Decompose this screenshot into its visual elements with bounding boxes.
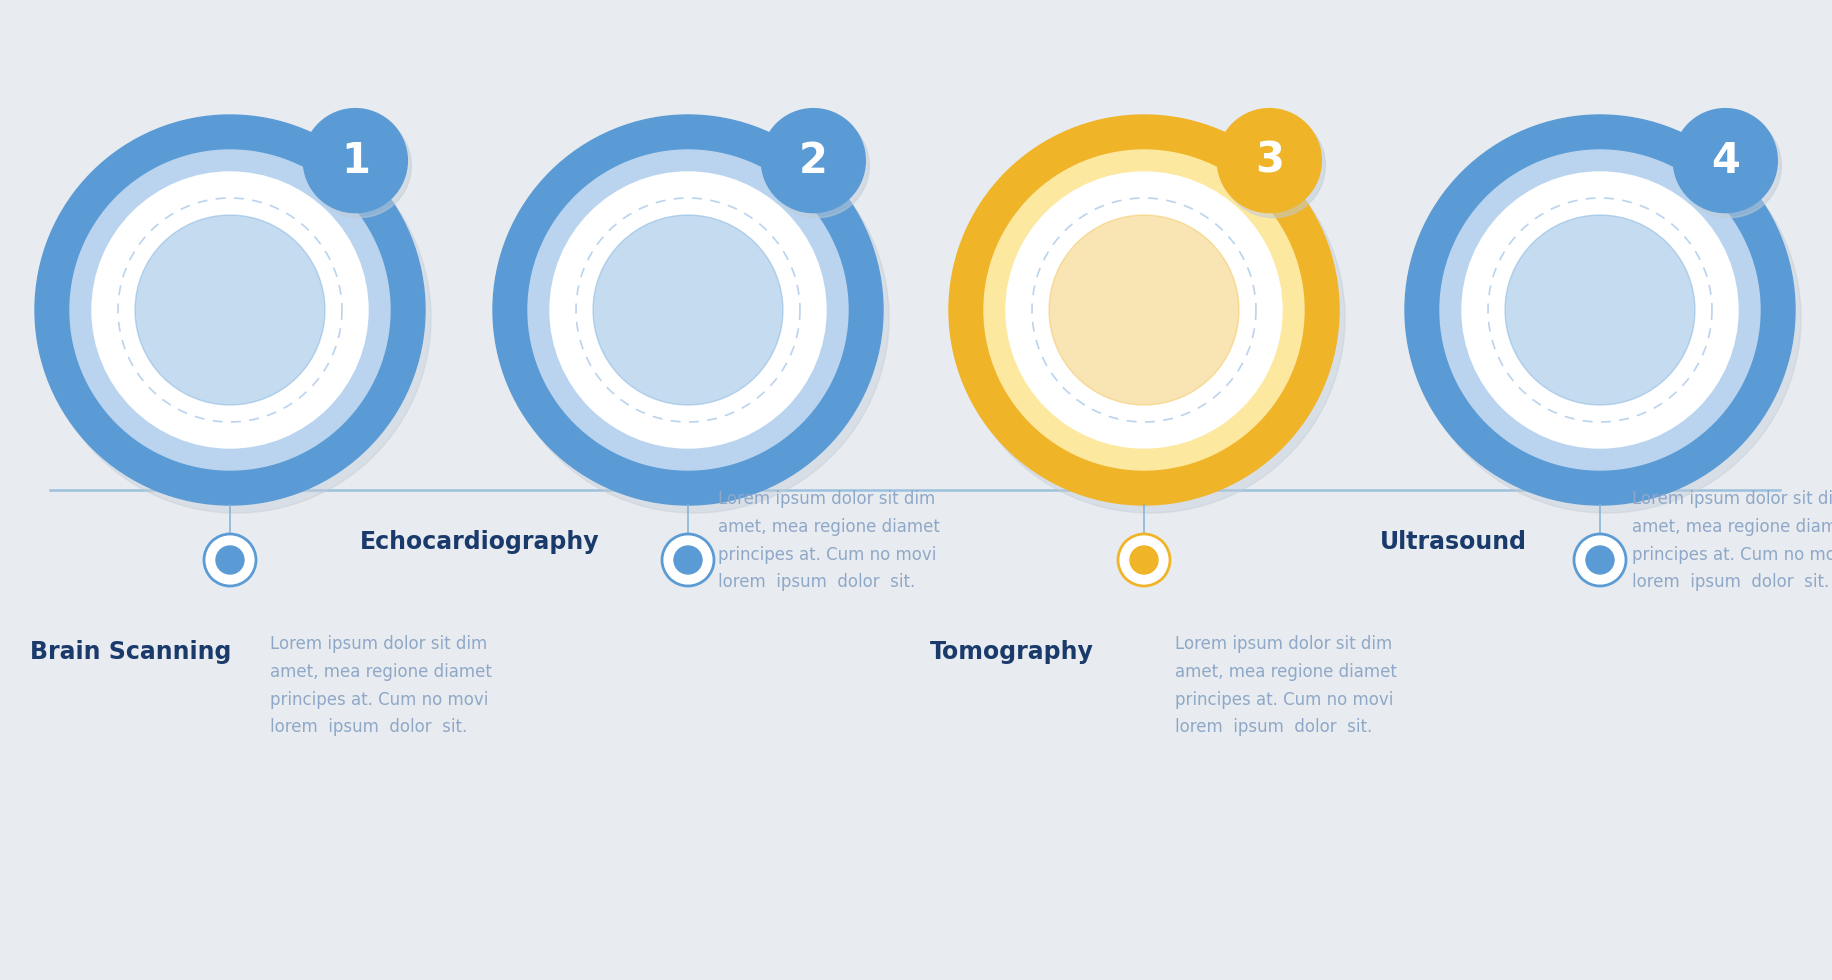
Circle shape <box>674 546 702 574</box>
Circle shape <box>1130 546 1158 574</box>
Circle shape <box>1050 215 1238 405</box>
Circle shape <box>1462 172 1739 448</box>
Circle shape <box>35 115 425 505</box>
Circle shape <box>304 109 407 213</box>
Text: Ultrasound: Ultrasound <box>1379 530 1528 554</box>
Circle shape <box>1006 172 1282 448</box>
Circle shape <box>498 123 889 513</box>
Text: 1: 1 <box>341 139 370 181</box>
Circle shape <box>949 115 1339 505</box>
Text: 3: 3 <box>1255 139 1284 181</box>
Circle shape <box>216 546 244 574</box>
Circle shape <box>766 114 870 218</box>
Circle shape <box>308 114 412 218</box>
Circle shape <box>136 215 324 405</box>
Text: 4: 4 <box>1711 139 1740 181</box>
Text: Lorem ipsum dolor sit dim
amet, mea regione diamet
principes at. Cum no movi
lor: Lorem ipsum dolor sit dim amet, mea regi… <box>718 490 940 591</box>
Circle shape <box>203 534 256 586</box>
Circle shape <box>1216 109 1321 213</box>
Circle shape <box>1673 109 1777 213</box>
Circle shape <box>40 123 431 513</box>
Circle shape <box>1587 546 1614 574</box>
Circle shape <box>954 123 1345 513</box>
Circle shape <box>493 115 883 505</box>
Circle shape <box>1506 215 1695 405</box>
Circle shape <box>661 534 714 586</box>
Text: Lorem ipsum dolor sit dim
amet, mea regione diamet
principes at. Cum no movi
lor: Lorem ipsum dolor sit dim amet, mea regi… <box>1174 635 1396 736</box>
Circle shape <box>70 150 390 470</box>
Circle shape <box>1405 115 1795 505</box>
Text: Lorem ipsum dolor sit dim
amet, mea regione diamet
principes at. Cum no movi
lor: Lorem ipsum dolor sit dim amet, mea regi… <box>1632 490 1832 591</box>
Circle shape <box>762 109 865 213</box>
Text: 2: 2 <box>799 139 828 181</box>
Text: Lorem ipsum dolor sit dim
amet, mea regione diamet
principes at. Cum no movi
lor: Lorem ipsum dolor sit dim amet, mea regi… <box>269 635 491 736</box>
Text: Brain Scanning: Brain Scanning <box>29 640 231 664</box>
Circle shape <box>1574 534 1627 586</box>
Circle shape <box>594 215 782 405</box>
Circle shape <box>1678 114 1781 218</box>
Circle shape <box>1222 114 1325 218</box>
Circle shape <box>1411 123 1801 513</box>
Text: Tomography: Tomography <box>931 640 1094 664</box>
Circle shape <box>1440 150 1761 470</box>
Circle shape <box>984 150 1304 470</box>
Circle shape <box>528 150 848 470</box>
Circle shape <box>1118 534 1171 586</box>
Circle shape <box>550 172 826 448</box>
Circle shape <box>92 172 368 448</box>
Text: Echocardiography: Echocardiography <box>361 530 599 554</box>
